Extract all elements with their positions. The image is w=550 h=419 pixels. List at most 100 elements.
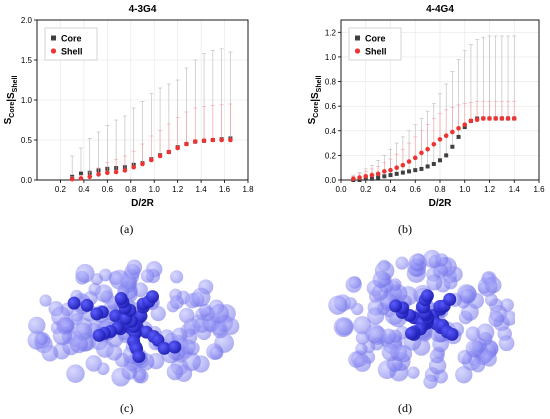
data-point-shell [388, 167, 393, 173]
molecule-4-3g4-image [27, 259, 240, 387]
legend-marker-core [51, 35, 56, 41]
data-point-shell [505, 116, 511, 121]
data-point-shell [113, 169, 119, 175]
shell-atom [106, 344, 123, 361]
core-atom [168, 340, 182, 354]
y-axis-label: SCore|SShell [3, 76, 19, 125]
shell-atom [57, 317, 74, 334]
x-tick-label: 1.6 [533, 185, 545, 194]
data-point-core [78, 171, 83, 176]
shell-atom [121, 364, 138, 380]
shell-atom [394, 345, 413, 363]
shell-atom [209, 345, 224, 360]
data-point-shell [443, 133, 449, 138]
shell-atom [353, 354, 372, 372]
data-point-core [450, 144, 455, 149]
data-point-shell [166, 149, 172, 155]
data-point-core [400, 170, 405, 175]
x-tick-label: 1.2 [172, 185, 184, 194]
legend-box [44, 27, 98, 61]
data-point-shell [157, 153, 163, 159]
y-tick-label: 0.0 [325, 176, 337, 185]
data-point-shell [456, 126, 461, 131]
shell-atom [66, 364, 85, 383]
y-tick-label: 1.0 [21, 96, 33, 105]
panel-label-d: (d) [398, 401, 412, 415]
x-tick-label: 1.6 [219, 185, 231, 194]
core-atom [157, 341, 171, 355]
shell-atom [120, 273, 137, 290]
shell-atom [455, 366, 473, 384]
data-point-core [407, 169, 412, 174]
shell-atom [35, 332, 49, 346]
data-point-shell [192, 139, 198, 144]
shell-atom [328, 295, 348, 315]
y-tick-label: 0.5 [21, 136, 33, 145]
y-axis-label: SCore|SShell [307, 76, 323, 125]
shell-atom [185, 341, 200, 356]
molecule-render-4-3g4 [20, 245, 245, 395]
core-atom [404, 326, 418, 340]
shell-atom [140, 269, 155, 283]
data-point-shell [69, 176, 75, 182]
core-atom [67, 296, 81, 310]
core-atom [114, 292, 128, 306]
legend-label-core: Core [61, 34, 82, 44]
y-tick-label: 0.4 [325, 127, 337, 136]
x-tick-label: 1.4 [196, 185, 208, 194]
data-point-core [376, 175, 381, 180]
data-point-shell [511, 116, 517, 121]
legend-marker-shell [50, 48, 57, 54]
legend-marker-shell [354, 48, 361, 54]
shell-atom [99, 268, 112, 282]
shell-atom [351, 302, 364, 316]
data-point-shell [412, 155, 418, 161]
core-atom [90, 307, 104, 321]
shell-atom [423, 374, 438, 389]
y-tick-label: 0.8 [325, 78, 337, 87]
data-point-core [357, 178, 362, 182]
shell-atom [381, 343, 400, 362]
data-point-core [444, 153, 449, 158]
core-atom [92, 328, 106, 342]
shell-atom [484, 293, 498, 307]
data-point-shell [184, 141, 189, 147]
x-axis-label: D/2R [131, 198, 155, 209]
data-point-core [413, 168, 418, 173]
shell-atom [166, 363, 184, 381]
shell-atom [198, 303, 212, 317]
chart-4-3g4: 0.2 0.4 0.6 0.8 1.0 1.2 1.4 1.6 1.8 0.0 0.5 1.0 1.5 2… [0, 0, 275, 218]
legend-label-core: Core [365, 34, 386, 44]
shell-atom [126, 259, 143, 276]
core-atom [145, 290, 159, 304]
x-tick-label: 0.0 [335, 185, 347, 194]
shell-atom [429, 348, 445, 364]
x-tick-label: 1.0 [149, 185, 161, 194]
shell-atom [498, 335, 515, 352]
shell-atom [407, 366, 420, 379]
data-point-shell [382, 169, 387, 174]
data-point-shell [369, 172, 375, 178]
shell-atom [465, 326, 481, 341]
data-point-shell [406, 159, 412, 164]
data-point-shell [351, 176, 356, 182]
data-point-core [388, 173, 393, 178]
data-point-shell [499, 116, 505, 121]
shell-atom [169, 295, 184, 310]
shell-atom [367, 307, 385, 325]
data-point-shell [400, 162, 406, 168]
data-point-shell [357, 175, 362, 180]
data-point-shell [87, 174, 93, 180]
data-point-shell [419, 150, 424, 156]
legend-label-shell: Shell [61, 47, 83, 57]
legend-box [348, 27, 402, 61]
y-tick-label: 1.5 [21, 56, 33, 65]
legend-label-shell: Shell [365, 47, 387, 57]
data-point-shell [210, 137, 216, 143]
shell-atom [191, 287, 211, 307]
panel-label-c: (c) [120, 401, 134, 415]
data-point-shell [394, 165, 399, 170]
x-tick-label: 1.0 [459, 185, 471, 194]
data-point-shell [228, 137, 233, 143]
data-point-shell [425, 146, 430, 152]
